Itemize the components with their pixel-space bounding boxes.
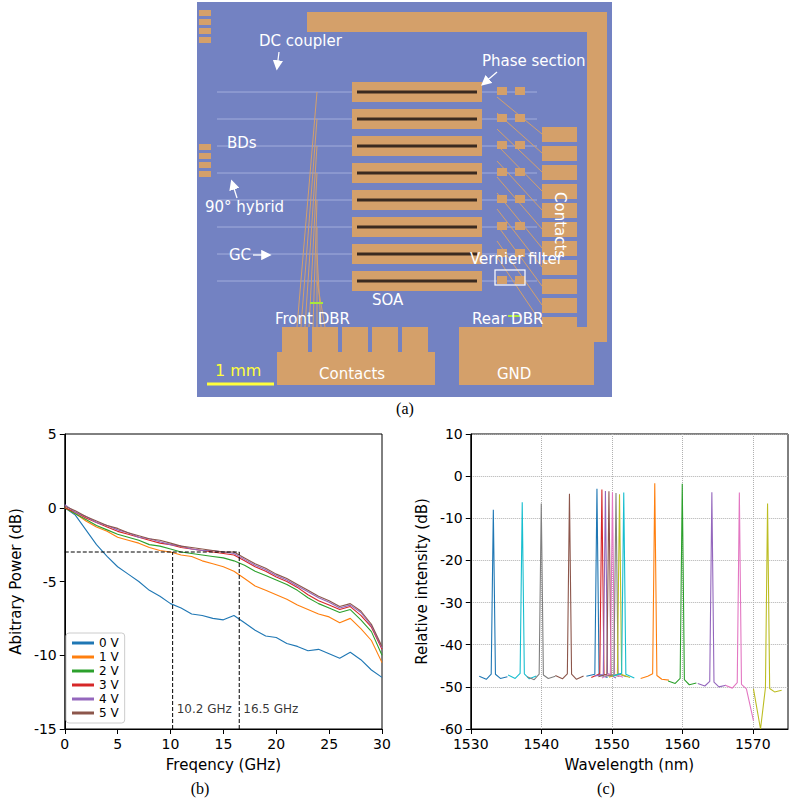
svg-text:1550: 1550 bbox=[594, 736, 630, 752]
svg-text:10: 10 bbox=[445, 426, 463, 442]
html-text:(b): (b) bbox=[190, 780, 210, 797]
svg-text:Freqency (GHz): Freqency (GHz) bbox=[166, 756, 281, 774]
svg-text:5: 5 bbox=[48, 426, 57, 442]
svg-text:20: 20 bbox=[267, 736, 285, 752]
svg-text:4 V: 4 V bbox=[99, 692, 119, 706]
svg-text:10.2 GHz: 10.2 GHz bbox=[177, 702, 232, 716]
svg-text:0 V: 0 V bbox=[99, 636, 119, 650]
svg-text:Contacts: Contacts bbox=[319, 365, 385, 383]
svg-text:25: 25 bbox=[320, 736, 338, 752]
svg-text:DC coupler: DC coupler bbox=[259, 32, 343, 50]
svg-text:30: 30 bbox=[373, 736, 391, 752]
svg-text:-50: -50 bbox=[440, 679, 463, 695]
svg-text:Wavelength (nm): Wavelength (nm) bbox=[565, 756, 695, 774]
svg-text:1 V: 1 V bbox=[99, 650, 119, 664]
svg-text:-5: -5 bbox=[43, 574, 57, 590]
html-text:(a): (a) bbox=[396, 400, 414, 417]
svg-text:10: 10 bbox=[162, 736, 180, 752]
svg-text:5 V: 5 V bbox=[99, 706, 119, 720]
svg-text:1 mm: 1 mm bbox=[215, 361, 261, 380]
svg-text:15: 15 bbox=[214, 736, 232, 752]
svg-text:-40: -40 bbox=[440, 637, 463, 653]
svg-text:2 V: 2 V bbox=[99, 664, 119, 678]
svg-text:-30: -30 bbox=[440, 595, 463, 611]
svg-text:5: 5 bbox=[113, 736, 122, 752]
svg-text:GND: GND bbox=[497, 365, 531, 383]
svg-text:Front DBR: Front DBR bbox=[275, 310, 350, 328]
svg-text:1560: 1560 bbox=[664, 736, 700, 752]
svg-text:3 V: 3 V bbox=[99, 678, 119, 692]
svg-text:90° hybrid: 90° hybrid bbox=[205, 198, 284, 216]
svg-text:0: 0 bbox=[60, 736, 69, 752]
svg-text:Rear DBR: Rear DBR bbox=[472, 310, 543, 328]
svg-text:0: 0 bbox=[454, 468, 463, 484]
svg-text:-10: -10 bbox=[440, 510, 463, 526]
svg-text:GC: GC bbox=[229, 246, 251, 264]
svg-text:-15: -15 bbox=[34, 721, 57, 737]
svg-text:16.5 GHz: 16.5 GHz bbox=[243, 702, 298, 716]
svg-text:Abitrary Power (dB): Abitrary Power (dB) bbox=[7, 508, 25, 655]
svg-text:Vernier filter: Vernier filter bbox=[470, 250, 564, 268]
svg-text:1530: 1530 bbox=[453, 736, 489, 752]
svg-text:SOA: SOA bbox=[372, 291, 404, 309]
svg-text:0: 0 bbox=[48, 500, 57, 516]
html-text:(c): (c) bbox=[597, 780, 615, 797]
svg-text:Phase section: Phase section bbox=[482, 52, 586, 70]
svg-text:1570: 1570 bbox=[735, 736, 771, 752]
svg-text:1540: 1540 bbox=[523, 736, 559, 752]
svg-text:Contacts: Contacts bbox=[551, 192, 569, 258]
svg-text:-20: -20 bbox=[440, 552, 463, 568]
svg-text:BDs: BDs bbox=[227, 134, 257, 152]
svg-text:Relative intensity (dB): Relative intensity (dB) bbox=[413, 498, 431, 665]
svg-text:-60: -60 bbox=[440, 721, 463, 737]
svg-text:-10: -10 bbox=[34, 647, 57, 663]
